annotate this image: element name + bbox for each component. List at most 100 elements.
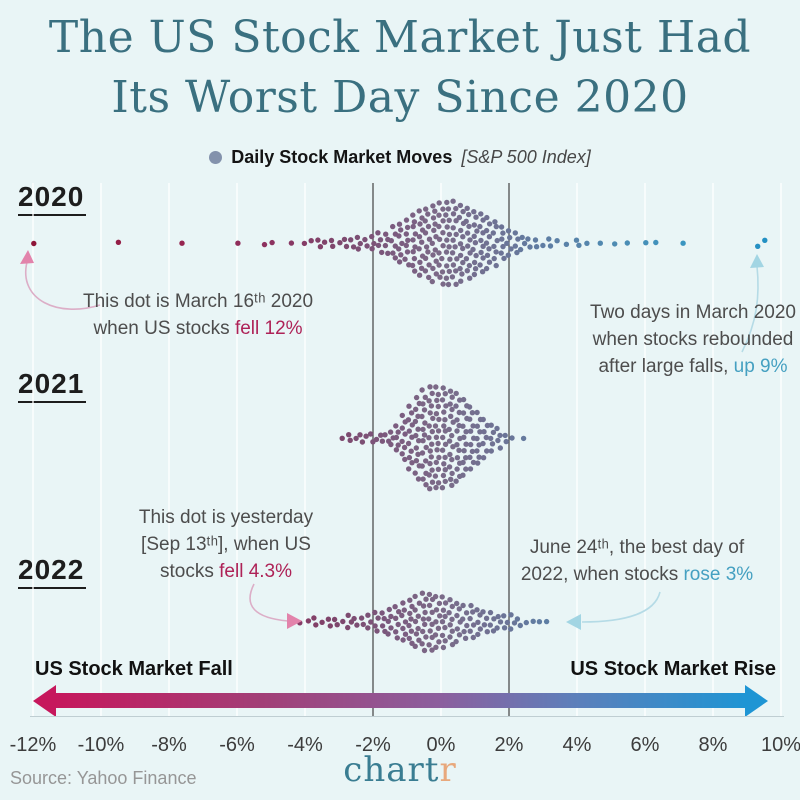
- daily-move-dot: [449, 456, 455, 463]
- daily-move-dot: [422, 621, 428, 628]
- daily-move-dot: [412, 244, 418, 250]
- daily-move-dot: [483, 434, 489, 441]
- annotation-sep13-line3: stocks fell 4.3%: [160, 561, 292, 582]
- daily-move-dot: [341, 236, 348, 243]
- daily-move-dot: [430, 265, 436, 272]
- daily-move-dot: [430, 215, 437, 221]
- daily-move-dot: [493, 262, 499, 269]
- daily-move-dot: [498, 250, 504, 256]
- daily-move-dot: [444, 263, 450, 269]
- daily-move-dot: [412, 607, 418, 613]
- daily-move-dot: [501, 613, 507, 619]
- daily-move-dot: [409, 262, 416, 269]
- daily-move-dot: [443, 275, 450, 281]
- daily-move-dot: [419, 463, 425, 469]
- daily-move-dot: [317, 244, 324, 250]
- daily-move-dot: [437, 613, 443, 619]
- daily-move-dot: [393, 423, 399, 429]
- daily-move-dot: [480, 455, 487, 461]
- daily-move-dot: [507, 234, 513, 241]
- daily-move-dot: [448, 476, 454, 482]
- daily-move-dot: [453, 638, 459, 645]
- daily-move-dot: [345, 624, 351, 631]
- daily-move-dot: [469, 410, 476, 416]
- daily-move-dot: [399, 451, 405, 457]
- daily-move-dot: [340, 618, 346, 625]
- daily-move-dot: [443, 403, 449, 409]
- daily-move-dot: [305, 618, 312, 624]
- daily-move-dot: [481, 429, 487, 435]
- daily-move-dot: [486, 246, 492, 252]
- annotation-march16: This dot is March 16ᵗʰ 2020 when US stoc…: [83, 288, 313, 342]
- daily-move-dot: [473, 252, 479, 259]
- daily-move-dot: [420, 426, 426, 433]
- daily-move-dot: [495, 613, 501, 620]
- daily-move-dot: [386, 606, 392, 613]
- daily-move-dot: [404, 224, 411, 231]
- daily-move-dot: [388, 441, 394, 448]
- daily-move-dot: [385, 618, 391, 624]
- daily-move-dot: [453, 268, 459, 274]
- daily-move-dot: [439, 447, 446, 453]
- daily-move-dot: [399, 240, 405, 247]
- daily-move-dot: [385, 631, 391, 637]
- daily-move-dot: [471, 271, 478, 278]
- daily-move-dot: [179, 240, 185, 246]
- annotation-arrows: [20, 250, 764, 630]
- daily-move-dot: [477, 223, 483, 230]
- daily-move-dot: [399, 412, 405, 419]
- daily-move-dot: [519, 234, 525, 241]
- rose-3-text: rose 3%: [683, 564, 754, 585]
- daily-move-dot: [436, 250, 442, 256]
- daily-move-dot: [433, 644, 439, 650]
- daily-move-dot: [327, 623, 333, 629]
- daily-move-dot: [460, 208, 466, 215]
- daily-move-dot: [415, 476, 422, 482]
- daily-move-dot: [422, 255, 429, 261]
- daily-move-dot: [504, 240, 510, 246]
- gradient-arrowhead-left-icon: [33, 685, 56, 717]
- daily-move-dot: [419, 590, 426, 596]
- daily-move-dot: [379, 623, 386, 629]
- daily-move-dot: [502, 432, 508, 439]
- daily-move-dot: [442, 613, 448, 620]
- daily-move-dot: [315, 237, 321, 243]
- daily-move-dot: [442, 624, 448, 631]
- daily-move-dot: [481, 622, 488, 628]
- daily-move-dot: [428, 454, 434, 460]
- daily-move-dot: [453, 390, 459, 397]
- arrowhead-march16: [20, 250, 34, 264]
- daily-move-dot: [433, 607, 440, 613]
- daily-move-dot: [308, 238, 314, 244]
- chart-title-line1: The US Stock Market Just Had: [48, 12, 752, 63]
- daily-move-dot: [472, 240, 479, 246]
- daily-move-dot: [478, 211, 484, 217]
- daily-move-dot: [511, 620, 518, 626]
- daily-move-dot: [483, 615, 490, 621]
- daily-move-dot: [466, 211, 472, 218]
- daily-move-dot: [408, 410, 415, 416]
- daily-move-dot: [464, 205, 470, 211]
- daily-move-dot: [460, 234, 466, 240]
- daily-move-dot: [396, 221, 403, 227]
- daily-move-dot: [442, 467, 448, 473]
- daily-move-dot: [325, 616, 332, 622]
- daily-move-dot: [406, 635, 412, 642]
- daily-move-dot: [426, 262, 432, 268]
- daily-move-dot: [337, 240, 343, 246]
- daily-move-dot: [402, 256, 408, 262]
- daily-move-dot: [487, 622, 493, 628]
- daily-move-dot: [653, 239, 659, 246]
- daily-move-dot: [456, 409, 462, 416]
- daily-move-dot: [412, 231, 419, 237]
- daily-move-dot: [301, 240, 308, 247]
- daily-move-dot: [584, 240, 590, 246]
- daily-move-dot: [453, 231, 459, 238]
- daily-move-dot: [395, 621, 401, 628]
- daily-move-dot: [433, 619, 439, 625]
- daily-move-dot: [433, 411, 440, 417]
- gradient-arrow-bar: [55, 693, 746, 708]
- daily-move-dot: [422, 609, 428, 616]
- daily-move-dot: [435, 480, 442, 486]
- daily-move-dot: [364, 243, 370, 249]
